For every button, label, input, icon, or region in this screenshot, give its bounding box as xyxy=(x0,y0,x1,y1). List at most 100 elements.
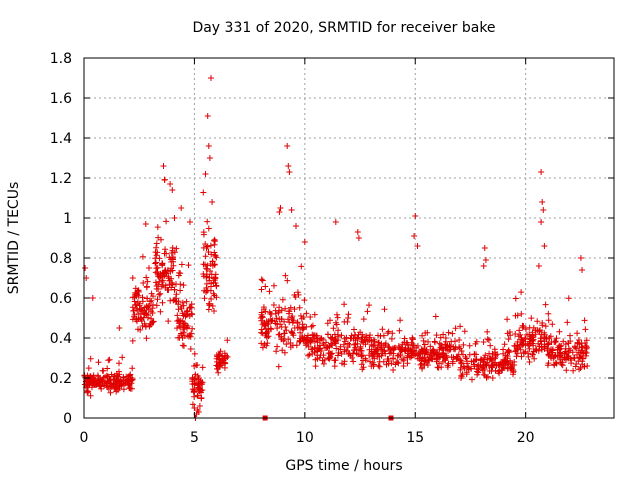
data-point xyxy=(212,253,219,260)
data-point xyxy=(367,358,373,365)
data-point xyxy=(291,306,298,313)
data-point xyxy=(195,380,202,387)
data-point xyxy=(567,338,574,345)
data-point xyxy=(576,366,583,373)
grid xyxy=(84,58,614,418)
data-point xyxy=(276,304,283,311)
data-point xyxy=(548,339,555,345)
data-point xyxy=(147,320,153,327)
data-point xyxy=(545,351,552,358)
data-point xyxy=(501,341,508,348)
data-point xyxy=(209,258,216,265)
data-point xyxy=(345,311,352,318)
data-point xyxy=(323,345,330,351)
data-point xyxy=(99,367,106,374)
data-point xyxy=(106,356,113,363)
plot-frame xyxy=(83,57,615,419)
data-point xyxy=(437,344,444,351)
data-point xyxy=(310,335,317,342)
data-point xyxy=(550,355,557,362)
y-tick-label: 0.6 xyxy=(50,291,72,307)
data-point-peak xyxy=(301,239,308,245)
data-point-peak xyxy=(206,155,213,161)
data-point-peak xyxy=(293,223,299,229)
data-point xyxy=(170,258,177,265)
data-point xyxy=(542,301,549,308)
data-point xyxy=(469,376,475,383)
data-point xyxy=(87,355,94,362)
data-point xyxy=(183,298,190,305)
data-point-peak xyxy=(208,75,214,81)
data-point xyxy=(207,242,214,249)
data-point xyxy=(314,348,320,355)
data-point xyxy=(189,386,196,393)
y-tick-label: 0 xyxy=(63,411,72,427)
data-point xyxy=(113,370,120,377)
data-point xyxy=(258,340,265,347)
data-point xyxy=(305,352,312,359)
data-point xyxy=(297,312,304,319)
data-point xyxy=(533,347,540,354)
data-point-peak xyxy=(414,243,421,249)
data-point xyxy=(328,340,334,347)
data-point xyxy=(528,315,535,322)
data-point xyxy=(517,331,524,338)
data-point xyxy=(282,305,289,312)
data-point xyxy=(397,317,404,324)
data-point xyxy=(385,328,392,335)
data-point xyxy=(180,329,187,336)
data-point xyxy=(418,357,425,364)
data-point xyxy=(159,260,166,267)
data-point xyxy=(162,246,169,253)
data-point xyxy=(381,306,388,313)
data-point-peak xyxy=(540,207,547,213)
data-point xyxy=(283,341,290,348)
data-point xyxy=(298,263,305,270)
data-point xyxy=(157,290,164,297)
y-axis-title: SRMTID / TECUs xyxy=(6,182,22,295)
data-point xyxy=(565,295,572,302)
data-point xyxy=(481,356,487,363)
data-point xyxy=(529,351,536,358)
data-point xyxy=(532,331,539,338)
data-point xyxy=(188,304,195,311)
data-point xyxy=(492,354,499,361)
data-point xyxy=(112,384,119,391)
data-point xyxy=(280,337,287,344)
data-point xyxy=(526,345,533,352)
data-point xyxy=(383,361,390,368)
data-point xyxy=(353,346,360,353)
data-point xyxy=(341,358,348,365)
data-point xyxy=(386,350,393,357)
data-point xyxy=(140,308,147,315)
data-point xyxy=(392,344,399,351)
data-point xyxy=(525,342,532,349)
data-point xyxy=(574,340,581,347)
data-point xyxy=(217,348,224,355)
data-point xyxy=(266,288,273,295)
data-point xyxy=(279,296,286,303)
data-point xyxy=(159,299,166,306)
data-point xyxy=(577,355,583,361)
data-point xyxy=(482,352,489,359)
data-point xyxy=(498,367,505,373)
data-point xyxy=(342,338,349,345)
data-point xyxy=(371,342,378,349)
data-point xyxy=(143,284,150,291)
data-point xyxy=(194,362,201,368)
data-point xyxy=(166,281,173,288)
data-point xyxy=(166,254,173,261)
data-point xyxy=(545,341,552,348)
data-point xyxy=(462,354,469,360)
data-point xyxy=(574,330,581,337)
data-point xyxy=(456,337,463,343)
data-point xyxy=(162,284,169,291)
data-point xyxy=(177,281,184,288)
data-point xyxy=(444,362,451,369)
chart-title: Day 331 of 2020, SRMTID for receiver bak… xyxy=(192,20,495,36)
data-point xyxy=(104,384,111,391)
data-point xyxy=(464,360,470,367)
data-point xyxy=(445,329,452,336)
data-point xyxy=(453,356,460,363)
data-point xyxy=(520,350,527,357)
